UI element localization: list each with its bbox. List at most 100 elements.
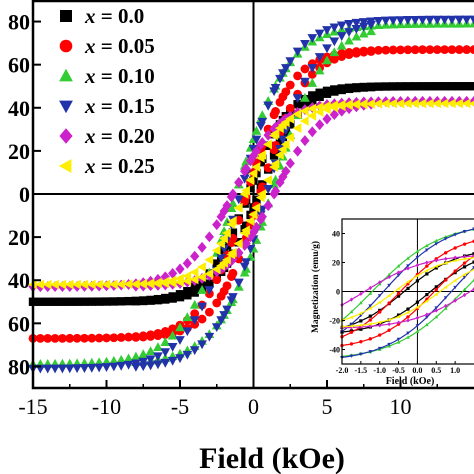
data-point [308,96,317,106]
data-point [64,279,74,290]
data-point [446,98,456,109]
data-point [366,47,376,56]
data-point [351,31,362,41]
data-point [410,45,420,55]
data-point [447,45,457,55]
inset-point [349,315,353,320]
data-point [239,228,249,238]
data-point [72,364,82,374]
inset-point [349,342,354,346]
data-point [336,101,346,112]
data-point [329,47,340,57]
data-point [278,135,288,145]
inset-point [415,279,420,283]
data-point [160,348,171,358]
inset-x-tick-label: 0.5 [431,366,441,375]
data-point [269,130,278,141]
data-point [160,271,170,283]
inset-point [377,280,382,285]
data-point [109,297,119,306]
data-point [344,50,354,60]
inset-y-tick-label: 40 [332,230,340,239]
data-point [281,64,291,73]
data-point [336,21,347,31]
inset-point [396,320,401,325]
inset-point [462,275,467,280]
inset-point [368,322,372,326]
data-point [160,330,170,339]
inset-point [462,229,467,234]
data-point [315,92,324,101]
inset-y-axis-label: Magnetization (emu/g) [310,241,321,333]
data-point [425,15,435,25]
data-point [263,200,273,211]
data-point [432,15,443,25]
data-point [204,255,214,265]
inset-point [396,273,401,278]
data-point [440,45,450,55]
data-point [234,247,244,259]
data-point [337,52,347,61]
x-tick-label: -10 [92,394,121,419]
data-point [189,346,200,356]
inset-point [359,319,363,323]
y-tick-label: 80 [8,10,30,35]
inset-x-tick-label: 1.0 [450,366,460,375]
data-point [160,337,171,346]
data-point [293,71,303,81]
data-point [440,82,449,91]
data-point [35,333,45,343]
inset-point [415,263,420,268]
data-point [50,297,60,306]
inset-point [424,268,429,273]
inset-point [406,266,410,271]
data-point [116,333,126,342]
inset-point [368,314,372,318]
inset-point [349,309,354,314]
data-point [239,262,250,272]
data-point [124,332,133,342]
data-point [65,297,74,306]
data-point [380,98,390,109]
data-point [72,333,82,343]
data-point [80,297,89,306]
data-point [447,82,457,91]
data-point [269,188,279,200]
data-point [251,125,262,135]
data-point [87,333,97,343]
data-point [417,15,428,25]
inset-point [396,337,401,342]
inset-point [396,270,401,275]
inset-point [377,346,382,351]
data-point [216,260,225,271]
data-point [211,323,222,333]
inset-point [453,269,457,273]
data-point [138,349,149,359]
data-point [109,333,119,343]
inset-point [434,292,438,297]
inset-point [378,310,382,314]
inset-x-tick-label: 0.0 [412,366,422,375]
data-point [245,216,255,226]
data-point [139,296,148,306]
inset-point [415,255,420,260]
inset-point [387,275,391,280]
data-point [131,297,141,306]
data-point [123,360,134,370]
data-point [212,259,221,268]
data-point [314,29,325,39]
data-point [300,135,310,147]
data-point [336,40,347,50]
axis-ticks: -15 -10 -5 0 5 10 80 60 40 20 0 20 40 60 80 [8,10,438,419]
legend-label: x = 0.15 [84,94,155,118]
inset-point [415,273,419,278]
data-point [216,253,226,263]
data-point [300,40,310,49]
data-point [425,82,435,91]
data-point [138,332,148,342]
data-point [396,82,405,91]
data-point [418,45,427,55]
data-point [153,295,163,305]
data-point [366,20,376,30]
data-point [212,275,222,285]
